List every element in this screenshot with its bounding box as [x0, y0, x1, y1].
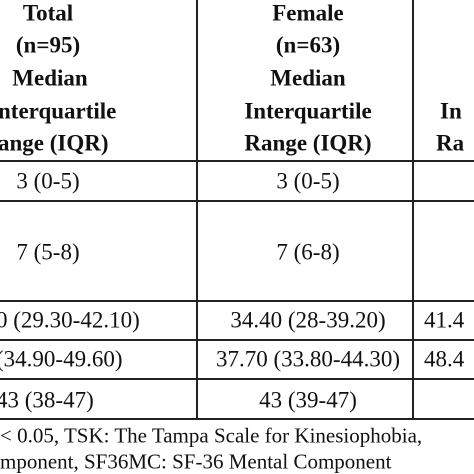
rule [0, 339, 474, 341]
header-cell: Female [272, 0, 344, 26]
column-rule [412, 0, 414, 418]
rule [0, 378, 474, 380]
cell: 3 (0-5) [16, 168, 80, 194]
header-cell: Range (IQR) [244, 130, 372, 156]
cell: 7 (5-8) [16, 239, 80, 265]
header-cell: Total [22, 0, 74, 26]
cell: 43 (38-47) [0, 387, 94, 413]
cell: 3 (0-5) [276, 168, 340, 194]
header-cell: Interquartile [244, 98, 372, 124]
cell: 48.4 [424, 346, 465, 372]
cell: 34.40 (28-39.20) [230, 307, 386, 333]
header-cell: nterquartile [0, 98, 117, 124]
cell: 7 (6-8) [276, 239, 340, 265]
header-cell: Ra [436, 130, 465, 156]
cell: 41.4 [424, 307, 465, 333]
footnote: mponent, SF36MC: SF-36 Mental Component [0, 449, 392, 474]
footnote: < 0.05, TSK: The Tampa Scale for Kinesio… [0, 423, 423, 448]
rule [0, 418, 474, 420]
rule [0, 160, 474, 162]
cell: 37.70 (33.80-44.30) [216, 346, 400, 372]
header-cell: ange (IQR) [0, 130, 109, 156]
rule [0, 200, 474, 202]
header-cell: Median [12, 65, 88, 91]
header-cell: In [440, 98, 462, 124]
cell: 43 (39-47) [259, 387, 357, 413]
header-cell: (n=95) [15, 32, 81, 58]
rule [0, 300, 474, 302]
cell: 0 (29.30-42.10) [0, 307, 140, 333]
cell: (34.90-49.60) [0, 346, 123, 372]
header-cell: Median [270, 65, 346, 91]
header-cell: (n=63) [275, 32, 341, 58]
column-rule [196, 0, 198, 418]
